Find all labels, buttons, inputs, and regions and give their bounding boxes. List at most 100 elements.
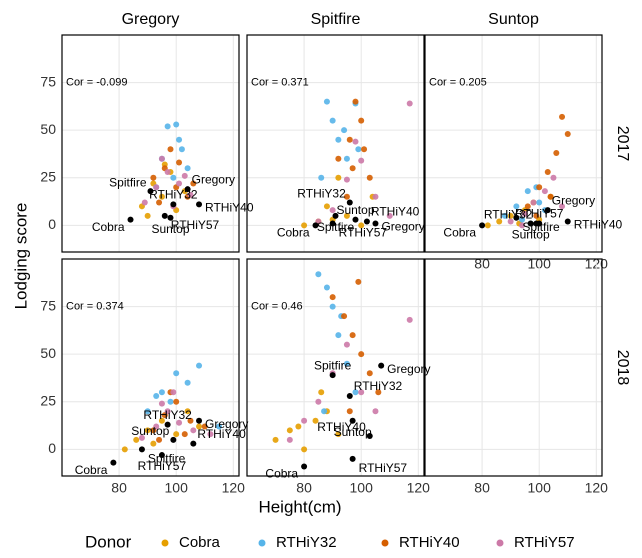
point [335, 155, 342, 162]
labeled-point [127, 216, 134, 223]
point [156, 199, 163, 206]
labeled-point [479, 222, 486, 229]
x-tick-label: 120 [585, 480, 609, 496]
x-tick-label: 100 [165, 480, 189, 496]
point [315, 398, 322, 405]
labeled-point [138, 446, 145, 453]
y-tick-label: 50 [40, 345, 56, 361]
point-label: Spitfire [314, 358, 352, 372]
point [173, 121, 180, 128]
point [170, 174, 177, 181]
point [144, 408, 151, 415]
x-tick-label: 80 [296, 480, 312, 496]
point [196, 423, 203, 430]
point [312, 417, 319, 424]
x-tick-label: 80 [111, 480, 127, 496]
point [536, 199, 543, 206]
point [496, 218, 503, 225]
point [190, 427, 197, 434]
point [173, 398, 180, 405]
point [156, 436, 163, 443]
point [144, 427, 151, 434]
labeled-point [110, 459, 117, 466]
panel-border [424, 34, 603, 253]
point [358, 389, 365, 396]
point [547, 193, 554, 200]
point [366, 370, 373, 377]
point [352, 389, 359, 396]
point [315, 271, 322, 278]
point [564, 130, 571, 137]
point [301, 446, 308, 453]
point-label: RTHiY32 [149, 188, 198, 202]
point-label: RTHiY40 [371, 205, 420, 219]
point-label: Cobra [443, 226, 476, 240]
legend-marker [381, 539, 389, 547]
point-label: Suntop [334, 425, 372, 439]
point [343, 212, 350, 219]
point [524, 203, 531, 210]
labeled-point [536, 220, 543, 227]
point [346, 136, 353, 143]
point [358, 117, 365, 124]
point-label: RTHiY57 [138, 459, 187, 473]
point [158, 193, 165, 200]
point [184, 408, 191, 415]
labeled-point [170, 201, 177, 208]
point [335, 174, 342, 181]
legend-title: Donor [85, 532, 132, 551]
panel-border [61, 34, 240, 253]
y-tick-label: 50 [40, 121, 56, 137]
point [335, 431, 342, 438]
labeled-point [349, 417, 356, 424]
point [207, 431, 214, 438]
x-tick-label: 120 [407, 480, 431, 496]
point-label: RTHiY40 [197, 427, 246, 441]
point-label: RTHiY32 [354, 379, 403, 393]
point [352, 98, 359, 105]
point [150, 174, 157, 181]
point [184, 379, 191, 386]
labeled-point [301, 463, 308, 470]
point-label: Gregory [387, 362, 430, 376]
labeled-point [196, 417, 203, 424]
panel-border [424, 258, 603, 477]
point-label: RTHiY57 [339, 226, 388, 240]
legend-label: RTHiY40 [399, 534, 460, 551]
point [286, 427, 293, 434]
labeled-point [372, 220, 379, 227]
labeled-point [167, 214, 174, 221]
point [349, 332, 356, 339]
point-label: Gregory [192, 172, 235, 186]
y-tick-label: 25 [40, 392, 56, 408]
point [133, 436, 140, 443]
annotation: Cor = 0.205 [429, 76, 487, 88]
point [352, 138, 359, 145]
legend-label: RTHiY57 [514, 534, 575, 551]
point [141, 199, 148, 206]
labeled-point [513, 214, 520, 221]
legend-label: RTHiY32 [276, 534, 337, 551]
row-strip: 2017 [614, 126, 631, 162]
point [335, 136, 342, 143]
point-label: Spitfire [317, 220, 355, 234]
labeled-point [329, 372, 336, 379]
point-label: Spitfire [109, 175, 147, 189]
labeled-point [161, 212, 168, 219]
point-label: RTHiY57 [515, 207, 564, 221]
point [144, 212, 151, 219]
point [507, 218, 514, 225]
point [181, 172, 188, 179]
y-tick-label: 0 [48, 440, 56, 456]
point-label: Suntop [131, 424, 169, 438]
point [158, 155, 165, 162]
y-tick-label: 25 [40, 168, 56, 184]
annotation: Cor = 0.46 [251, 300, 303, 312]
point [164, 123, 171, 130]
column-strip: Spitfire [311, 11, 361, 28]
point [349, 165, 356, 172]
labeled-point [564, 218, 571, 225]
labeled-point [312, 222, 319, 229]
x-tick-label: 100 [528, 480, 552, 496]
